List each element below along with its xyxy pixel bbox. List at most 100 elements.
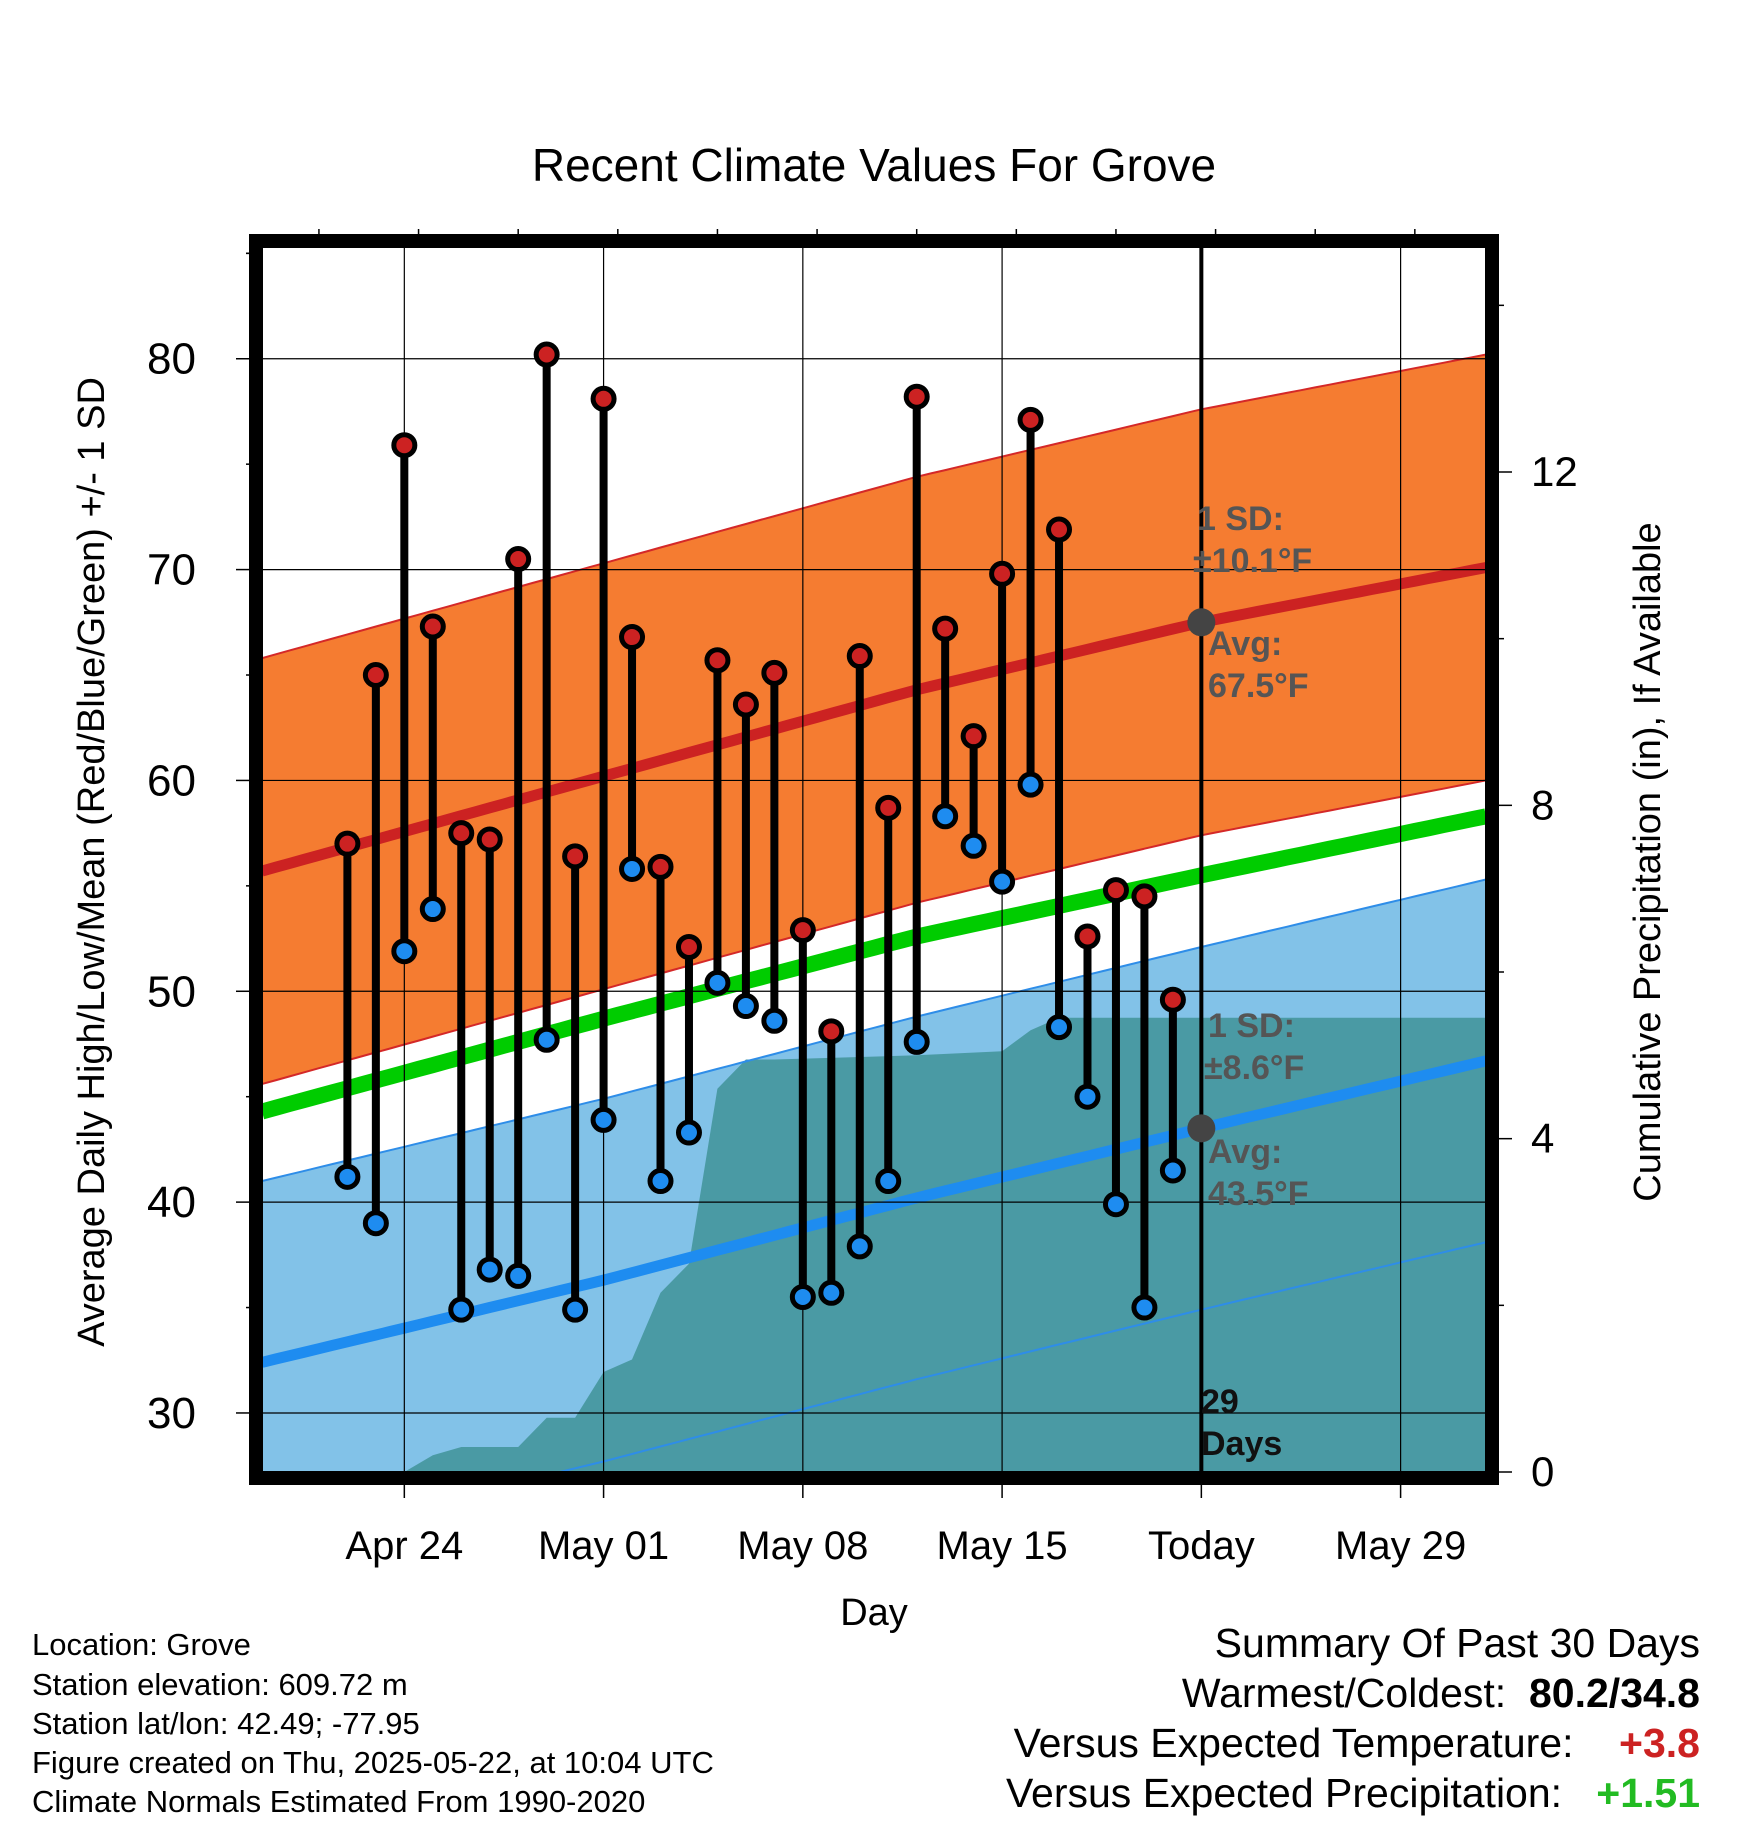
summary-temp-value: +3.8 bbox=[1619, 1720, 1700, 1766]
x-tick-label: May 01 bbox=[538, 1524, 669, 1568]
high-sd-value: ±10.1°F bbox=[1193, 542, 1312, 580]
daily-high-point bbox=[1017, 406, 1044, 433]
daily-low-point bbox=[334, 1163, 361, 1190]
daily-low-point bbox=[1102, 1191, 1129, 1218]
daily-low-point bbox=[619, 855, 646, 882]
daily-high-point bbox=[647, 853, 674, 880]
daily-high-point bbox=[334, 830, 361, 857]
y2-tick-label: 0 bbox=[1531, 1448, 1554, 1495]
x-tick-label: Apr 24 bbox=[345, 1524, 463, 1568]
daily-low-point bbox=[903, 1028, 930, 1055]
daily-low-point bbox=[1159, 1157, 1186, 1184]
daily-high-point bbox=[562, 843, 589, 870]
low-sd-upper-edge bbox=[262, 878, 1486, 1182]
daily-low-point bbox=[391, 938, 418, 965]
mean-normal-line bbox=[262, 808, 1486, 1120]
summary-temp-label: Versus Expected Temperature: bbox=[1013, 1720, 1574, 1766]
y-tick-label: 30 bbox=[147, 1389, 196, 1438]
daily-high-point bbox=[675, 934, 702, 960]
daily-high-point bbox=[789, 917, 816, 944]
daily-low-point bbox=[562, 1296, 589, 1323]
low-avg-label: Avg: bbox=[1208, 1133, 1282, 1171]
daily-low-point bbox=[989, 868, 1016, 895]
daily-low-point bbox=[932, 803, 959, 830]
y-tick-label: 70 bbox=[147, 546, 196, 595]
daily-high-point bbox=[476, 826, 503, 853]
footer-location: Location: Grove bbox=[32, 1627, 251, 1662]
low-avg-value: 43.5°F bbox=[1208, 1175, 1309, 1213]
daily-high-point bbox=[704, 647, 731, 674]
daily-low-point bbox=[789, 1284, 816, 1310]
summary-warm-cold-label: Warmest/Coldest: bbox=[1181, 1670, 1507, 1716]
y2-tick-label: 12 bbox=[1531, 448, 1578, 495]
high-sd-label: 1 SD: bbox=[1197, 500, 1284, 538]
daily-high-point bbox=[1159, 986, 1186, 1013]
y2-tick-label: 8 bbox=[1531, 781, 1554, 828]
daily-low-point bbox=[1017, 771, 1044, 798]
daily-low-point bbox=[505, 1262, 532, 1289]
y2-tick-label: 4 bbox=[1531, 1115, 1554, 1162]
daily-high-point bbox=[590, 385, 617, 412]
daily-high-point bbox=[932, 615, 959, 642]
daily-low-point bbox=[476, 1256, 503, 1283]
daily-low-point bbox=[846, 1233, 873, 1260]
daily-high-point bbox=[1046, 516, 1073, 543]
x-tick-label: Today bbox=[1148, 1524, 1255, 1568]
daily-high-point bbox=[1102, 877, 1129, 904]
daily-low-point bbox=[419, 896, 446, 923]
daily-high-point bbox=[1131, 883, 1158, 910]
summary-warm-cold-value: 80.2/34.8 bbox=[1529, 1670, 1700, 1716]
daily-low-point bbox=[732, 993, 759, 1020]
daily-high-point bbox=[1074, 923, 1101, 950]
daily-high-point bbox=[505, 546, 532, 573]
daily-low-point bbox=[1074, 1083, 1101, 1110]
daily-low-point bbox=[704, 969, 731, 996]
daily-low-point bbox=[647, 1168, 674, 1195]
days-count-label: 29 bbox=[1201, 1383, 1239, 1421]
footer-normals: Climate Normals Estimated From 1990-2020 bbox=[32, 1784, 646, 1819]
daily-high-point bbox=[448, 820, 475, 847]
daily-high-point bbox=[391, 432, 418, 459]
daily-high-point bbox=[903, 383, 930, 410]
daily-high-point bbox=[846, 643, 873, 670]
daily-high-point bbox=[960, 723, 987, 750]
y-axis-label: Average Daily High/Low/Mean (Red/Blue/Gr… bbox=[71, 377, 113, 1347]
daily-high-point bbox=[362, 662, 389, 689]
daily-high-point bbox=[533, 341, 560, 368]
low-sd-value: ±8.6°F bbox=[1204, 1049, 1304, 1087]
low-sd-lower-edge bbox=[555, 1241, 1486, 1472]
footer-created: Figure created on Thu, 2025-05-22, at 10… bbox=[32, 1745, 714, 1780]
daily-low-point bbox=[675, 1119, 702, 1146]
summary-title: Summary Of Past 30 Days bbox=[1214, 1620, 1700, 1666]
daily-high-point bbox=[619, 624, 646, 651]
low-sd-label: 1 SD: bbox=[1208, 1007, 1295, 1045]
high-normal-line bbox=[262, 562, 1486, 877]
daily-low-point bbox=[960, 832, 987, 859]
daily-high-point bbox=[818, 1018, 845, 1045]
high-avg-value: 67.5°F bbox=[1208, 667, 1309, 705]
daily-low-point bbox=[1131, 1294, 1158, 1321]
y2-axis-label: Cumulative Precipitation (in), If Availa… bbox=[1627, 522, 1669, 1201]
x-tick-label: May 29 bbox=[1335, 1524, 1466, 1568]
daily-low-point bbox=[362, 1210, 389, 1237]
daily-high-point bbox=[989, 560, 1016, 587]
daily-low-point bbox=[448, 1296, 475, 1323]
footer-elevation: Station elevation: 609.72 m bbox=[32, 1667, 408, 1702]
y-tick-label: 50 bbox=[147, 967, 196, 1016]
y-tick-label: 60 bbox=[147, 756, 196, 805]
y-tick-label: 40 bbox=[147, 1178, 196, 1227]
plot-frame bbox=[249, 234, 1499, 1485]
x-tick-label: May 08 bbox=[737, 1524, 868, 1568]
daily-high-point bbox=[732, 691, 759, 718]
days-word-label: Days bbox=[1201, 1425, 1282, 1463]
y-tick-label: 80 bbox=[147, 335, 196, 384]
daily-low-point bbox=[1046, 1014, 1073, 1041]
today-low-normal-marker bbox=[1187, 1114, 1216, 1143]
daily-high-point bbox=[419, 613, 446, 640]
footer-latlon: Station lat/lon: 42.49; -77.95 bbox=[32, 1706, 420, 1741]
daily-low-point bbox=[533, 1026, 560, 1053]
summary-precip-value: +1.51 bbox=[1596, 1770, 1700, 1816]
daily-high-point bbox=[875, 794, 902, 821]
daily-high-point bbox=[761, 659, 788, 686]
